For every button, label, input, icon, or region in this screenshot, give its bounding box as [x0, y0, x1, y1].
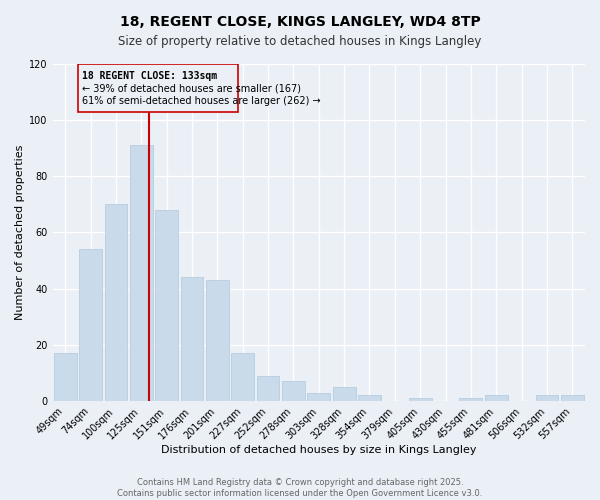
Text: 18 REGENT CLOSE: 133sqm: 18 REGENT CLOSE: 133sqm: [82, 71, 217, 81]
Bar: [155, 210, 178, 401]
Y-axis label: Number of detached properties: Number of detached properties: [15, 145, 25, 320]
Bar: [130, 146, 152, 401]
Bar: [409, 398, 431, 401]
Bar: [79, 250, 102, 401]
Bar: [358, 396, 381, 401]
Bar: [206, 280, 229, 401]
Bar: [104, 204, 127, 401]
Text: 61% of semi-detached houses are larger (262) →: 61% of semi-detached houses are larger (…: [82, 96, 320, 106]
Text: Contains HM Land Registry data © Crown copyright and database right 2025.
Contai: Contains HM Land Registry data © Crown c…: [118, 478, 482, 498]
Bar: [561, 396, 584, 401]
Bar: [307, 392, 330, 401]
Bar: [333, 387, 356, 401]
Bar: [485, 396, 508, 401]
Text: ← 39% of detached houses are smaller (167): ← 39% of detached houses are smaller (16…: [82, 84, 301, 94]
Bar: [257, 376, 280, 401]
Text: 18, REGENT CLOSE, KINGS LANGLEY, WD4 8TP: 18, REGENT CLOSE, KINGS LANGLEY, WD4 8TP: [119, 15, 481, 29]
Bar: [78, 64, 238, 112]
Bar: [282, 382, 305, 401]
Bar: [231, 353, 254, 401]
Text: Size of property relative to detached houses in Kings Langley: Size of property relative to detached ho…: [118, 35, 482, 48]
Bar: [181, 278, 203, 401]
Bar: [536, 396, 559, 401]
Bar: [54, 353, 77, 401]
Bar: [460, 398, 482, 401]
X-axis label: Distribution of detached houses by size in Kings Langley: Distribution of detached houses by size …: [161, 445, 476, 455]
